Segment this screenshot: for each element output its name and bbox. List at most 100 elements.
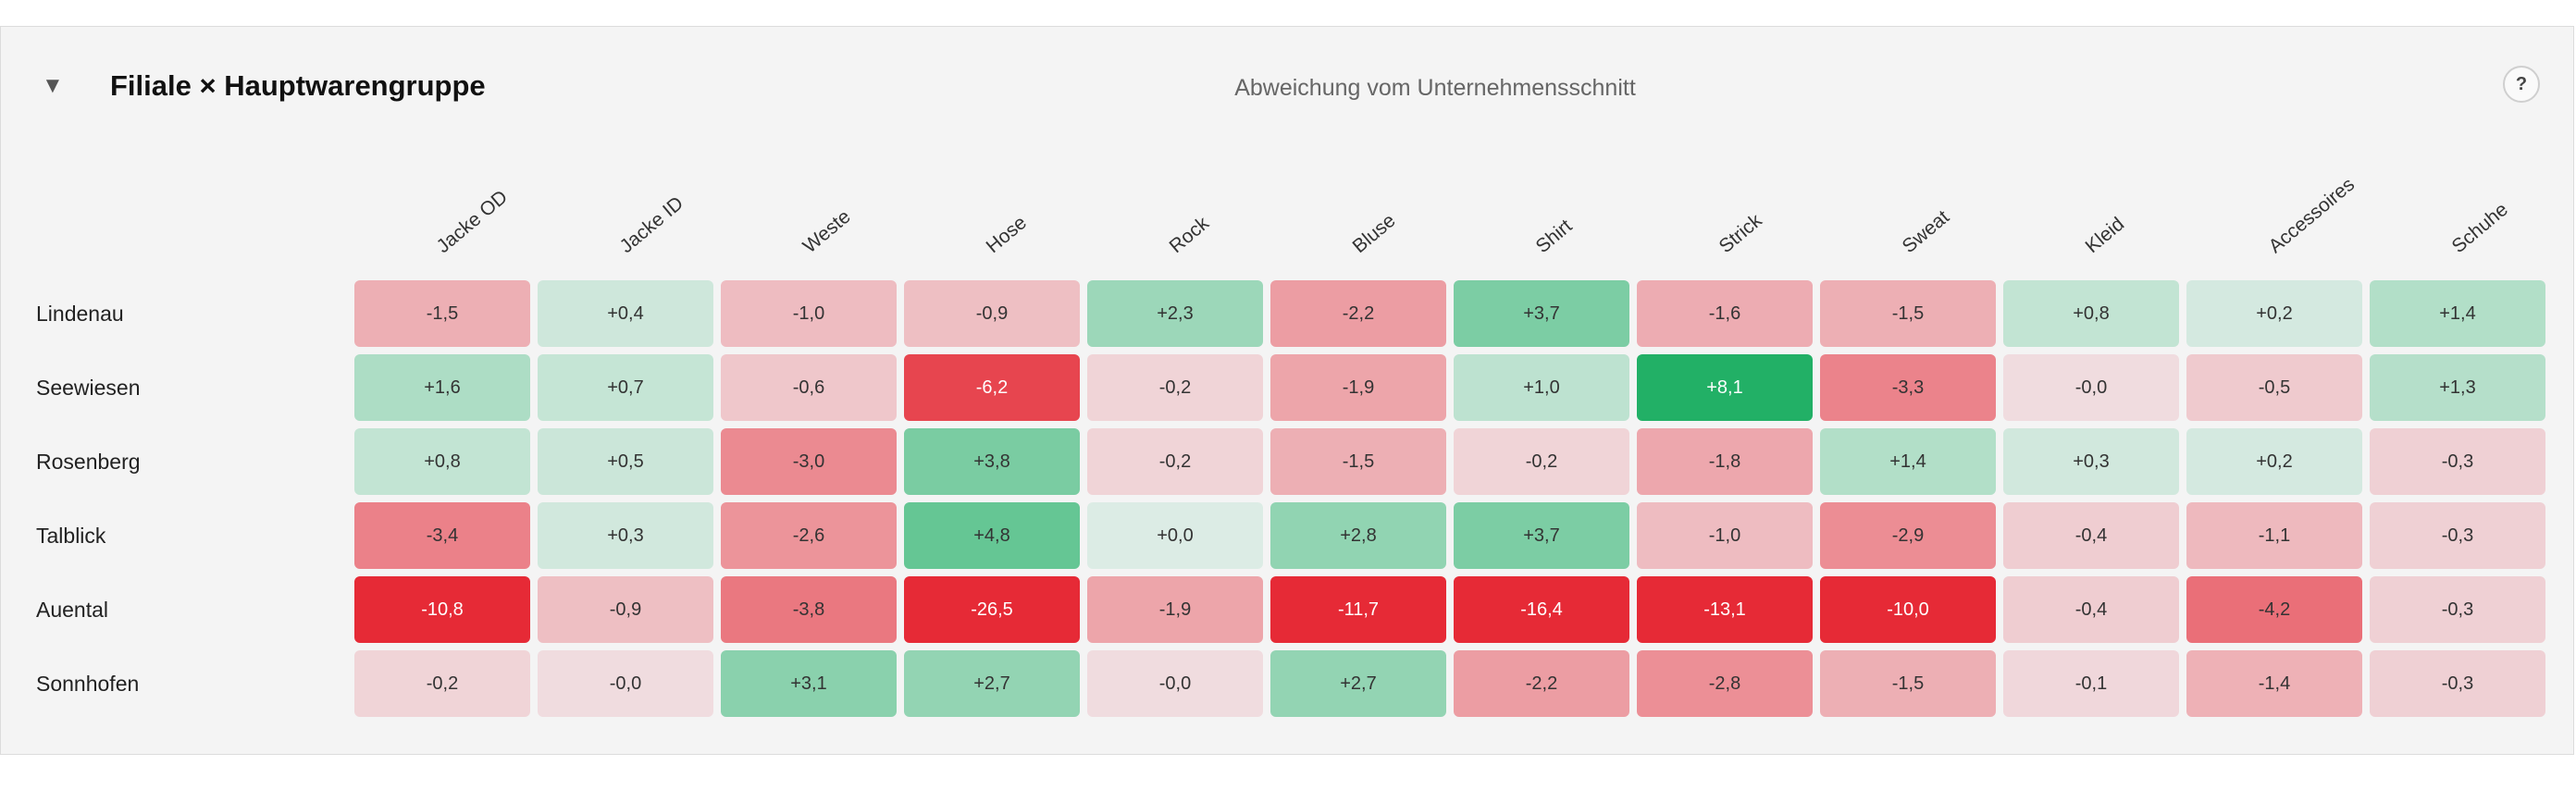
column-header-label: Strick [1715,209,1766,258]
heatmap-cell[interactable]: +2,7 [904,650,1080,717]
heatmap-cell[interactable]: +2,3 [1087,280,1263,347]
heatmap-cell[interactable]: +1,3 [2370,354,2545,421]
heatmap-cell[interactable]: -0,4 [2003,576,2179,643]
heatmap-cell[interactable]: -0,2 [354,650,530,717]
heatmap-cell[interactable]: -2,8 [1637,650,1813,717]
heatmap-cell[interactable]: -1,8 [1637,428,1813,495]
heatmap-cell[interactable]: +4,8 [904,502,1080,569]
heatmap-cell[interactable]: -1,4 [2186,650,2362,717]
heatmap-cell[interactable]: -2,2 [1454,650,1629,717]
heatmap-cell[interactable]: +2,7 [1270,650,1446,717]
heatmap-cell[interactable]: -2,6 [721,502,897,569]
heatmap-cell[interactable]: -0,3 [2370,428,2545,495]
heatmap-cell[interactable]: -1,1 [2186,502,2362,569]
heatmap-cell[interactable]: -13,1 [1637,576,1813,643]
heatmap-cell[interactable]: -0,2 [1087,354,1263,421]
column-header: Kleid [2003,214,2179,258]
column-header-label: Kleid [2081,213,2129,258]
heatmap-cell[interactable]: -16,4 [1454,576,1629,643]
heatmap-cell[interactable]: -0,9 [904,280,1080,347]
heatmap-cell[interactable]: -1,5 [1270,428,1446,495]
collapse-toggle-icon[interactable]: ▼ [42,73,64,98]
heatmap-cell[interactable]: +0,8 [2003,280,2179,347]
heatmap-cell[interactable]: +0,8 [354,428,530,495]
heatmap-cell[interactable]: +0,3 [2003,428,2179,495]
heatmap-cell[interactable]: +3,1 [721,650,897,717]
column-header: Shirt [1454,216,1629,258]
heatmap-cell[interactable]: +3,7 [1454,280,1629,347]
heatmap-cell[interactable]: +1,4 [2370,280,2545,347]
heatmap-cell[interactable]: -1,5 [1820,280,1996,347]
heatmap-cell[interactable]: -6,2 [904,354,1080,421]
heatmap-cell[interactable]: +0,2 [2186,428,2362,495]
panel-title: Filiale × Hauptwarengruppe [110,69,486,102]
heatmap-cell[interactable]: -1,6 [1637,280,1813,347]
column-header-label: Jacke ID [615,192,687,258]
heatmap-cell[interactable]: -0,5 [2186,354,2362,421]
heatmap-cell[interactable]: -0,1 [2003,650,2179,717]
heatmap-cell[interactable]: -1,5 [1820,650,1996,717]
heatmap-cell[interactable]: +0,5 [538,428,713,495]
heatmap-cell[interactable]: -0,9 [538,576,713,643]
heatmap-cell[interactable]: -26,5 [904,576,1080,643]
row-label: Rosenberg [36,450,141,474]
column-header: Bluse [1270,210,1446,258]
heatmap-cell[interactable]: -0,2 [1087,428,1263,495]
heatmap-cell[interactable]: -0,4 [2003,502,2179,569]
heatmap-cell[interactable]: -1,5 [354,280,530,347]
heatmap-cell[interactable]: -11,7 [1270,576,1446,643]
heatmap-cell[interactable]: -2,9 [1820,502,1996,569]
heatmap-cell[interactable]: +0,7 [538,354,713,421]
heatmap-cell[interactable]: -3,3 [1820,354,1996,421]
heatmap-cell[interactable]: -3,0 [721,428,897,495]
heatmap-cell[interactable]: -1,9 [1270,354,1446,421]
heatmap-cell[interactable]: +0,3 [538,502,713,569]
column-header: Strick [1637,210,1813,258]
heatmap-cell[interactable]: +8,1 [1637,354,1813,421]
heatmap-cell[interactable]: +1,4 [1820,428,1996,495]
heatmap-cell[interactable]: -10,0 [1820,576,1996,643]
heatmap-cell[interactable]: -10,8 [354,576,530,643]
column-header-label: Jacke OD [432,186,512,258]
heatmap-panel: ▼ Filiale × Hauptwarengruppe Abweichung … [0,26,2574,755]
column-header-label: Hose [982,212,1031,258]
heatmap-cell[interactable]: -1,0 [1637,502,1813,569]
row-label: Lindenau [36,302,124,326]
row-label: Seewiesen [36,376,141,400]
heatmap-cell[interactable]: -0,2 [1454,428,1629,495]
heatmap-cell[interactable]: +3,7 [1454,502,1629,569]
column-header-label: Rock [1165,212,1214,258]
heatmap-cell[interactable]: -0,3 [2370,502,2545,569]
panel-subtitle: Abweichung vom Unternehmensschnitt [1234,75,1636,101]
column-header: Accessoires [2186,174,2362,258]
heatmap-cell[interactable]: -2,2 [1270,280,1446,347]
column-header-label: Accessoires [2264,173,2359,258]
heatmap-cell[interactable]: +3,8 [904,428,1080,495]
heatmap-cell[interactable]: +0,4 [538,280,713,347]
heatmap-cell[interactable]: -1,9 [1087,576,1263,643]
column-header: Jacke ID [538,192,713,258]
heatmap-cell[interactable]: -1,0 [721,280,897,347]
heatmap-cell[interactable]: +1,0 [1454,354,1629,421]
column-header: Sweat [1820,206,1996,258]
heatmap-cell[interactable]: -0,0 [1087,650,1263,717]
heatmap-cell[interactable]: -3,8 [721,576,897,643]
column-header: Weste [721,206,897,258]
heatmap-cell[interactable]: -0,3 [2370,576,2545,643]
row-label: Talblick [36,524,106,548]
column-header: Rock [1087,213,1263,258]
heatmap-cell[interactable]: +0,2 [2186,280,2362,347]
heatmap-cell[interactable]: +2,8 [1270,502,1446,569]
heatmap-cell[interactable]: +0,0 [1087,502,1263,569]
heatmap-cell[interactable]: -3,4 [354,502,530,569]
column-header-label: Sweat [1898,206,1954,258]
heatmap-cell[interactable]: -0,6 [721,354,897,421]
column-header-label: Weste [799,205,855,258]
heatmap-cell[interactable]: -0,0 [538,650,713,717]
row-label: Sonnhofen [36,672,140,696]
heatmap-cell[interactable]: -0,0 [2003,354,2179,421]
heatmap-cell[interactable]: -0,3 [2370,650,2545,717]
heatmap-cell[interactable]: -4,2 [2186,576,2362,643]
heatmap-cell[interactable]: +1,6 [354,354,530,421]
help-button[interactable]: ? [2503,66,2540,103]
